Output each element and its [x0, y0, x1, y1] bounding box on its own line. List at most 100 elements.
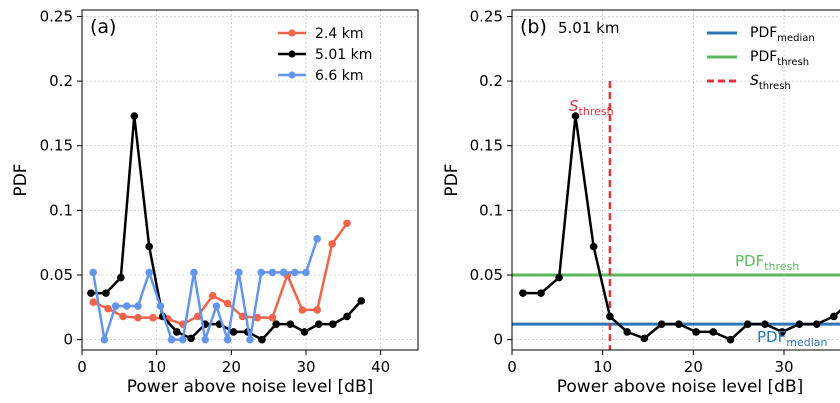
panel-b-xlabel: Power above noise level [dB]: [557, 377, 804, 397]
data-point-6-6-km: [223, 335, 232, 344]
data-point-2-4-km: [298, 306, 307, 314]
annotation-pdf-median: PDFmedian: [757, 328, 827, 349]
data-point-5-01-km: [272, 320, 280, 328]
panel-b-reference-lines: [512, 81, 840, 350]
data-point-5-01-km: [187, 334, 195, 343]
data-point-5-01-km: [130, 112, 139, 120]
data-point-5-01-km: [778, 328, 786, 336]
data-point-6-6-km: [100, 335, 109, 344]
panel-a-xtick-label: 0: [77, 358, 87, 376]
data-point-5-01-km: [87, 289, 95, 297]
panel-b-ytick-label: 0.25: [470, 7, 503, 25]
data-point-6-6-km: [302, 268, 310, 277]
panel-b-xtick-label: 20: [684, 358, 703, 376]
data-point-6-6-km: [156, 302, 165, 310]
panel-a-xtick-label: 10: [147, 358, 166, 376]
data-point-5-01-km: [692, 328, 700, 336]
legend-marker-5-01km: [288, 50, 296, 58]
data-point-6-6-km: [179, 335, 187, 344]
data-point-5-01-km: [537, 289, 545, 297]
data-point-2-4-km: [89, 298, 97, 306]
data-point-5-01-km: [117, 273, 125, 282]
data-point-5-01-km: [555, 273, 563, 282]
panel-a-ytick-label: 0.1: [49, 201, 73, 219]
data-point-5-01-km: [357, 297, 366, 305]
data-point-6-6-km: [235, 268, 243, 277]
data-point-6-6-km: [212, 302, 221, 310]
panel-b-ytick-label: 0.05: [470, 266, 503, 284]
data-point-5-01-km: [329, 320, 337, 328]
data-point-6-6-km: [201, 335, 209, 344]
data-point-5-01-km: [606, 312, 614, 321]
panel-b-frame: [511, 9, 840, 351]
data-point-5-01-km: [657, 320, 666, 328]
data-point-5-01-km: [102, 289, 110, 297]
panel-a-label: (a): [90, 16, 116, 38]
legend-label-s-thresh: Sthresh: [750, 73, 791, 92]
panel-b-legend: PDFmedian PDFthresh Sthresh: [707, 25, 815, 92]
panel-b-ylabel: PDF: [442, 163, 462, 196]
data-point-2-4-km: [193, 312, 202, 321]
data-point-6-6-km: [89, 268, 97, 277]
panel-a-xlabel: Power above noise level [dB]: [127, 377, 374, 397]
data-point-2-4-km: [343, 219, 351, 228]
panel-a: 0 10 20 30 40 0 0.05 0.1 0.15 0.2 0.25 (a) Power a…: [11, 7, 419, 397]
data-point-5-01-km: [726, 335, 735, 344]
data-point-5-01-km: [743, 320, 752, 328]
data-point-2-4-km: [238, 312, 247, 321]
data-point-2-4-km: [119, 312, 127, 321]
data-point-2-4-km: [223, 299, 232, 308]
data-point-5-01-km: [173, 328, 181, 336]
legend-label-2-4km: 2.4 km: [315, 26, 363, 42]
data-point-5-01-km: [709, 328, 718, 336]
panel-a-ticks: 0 10 20 30 40 0 0.05 0.1 0.15 0.2 0.25: [40, 7, 391, 376]
data-point-5-01-km: [812, 320, 821, 328]
legend-label-5-01km: 5.01 km: [315, 47, 372, 63]
data-point-5-01-km: [571, 112, 580, 120]
data-point-5-01-km: [286, 320, 295, 328]
legend-label-pdf-median: PDFmedian: [750, 25, 815, 44]
data-point-5-01-km: [761, 320, 769, 328]
data-point-2-4-km: [253, 313, 262, 322]
data-point-5-01-km: [519, 289, 527, 297]
data-point-5-01-km: [830, 312, 838, 321]
legend-label-pdf-thresh: PDFthresh: [750, 49, 809, 68]
data-point-6-6-km: [134, 302, 142, 310]
legend-marker-2-4km: [288, 29, 296, 37]
data-point-5-01-km: [589, 242, 598, 251]
panel-b-xtick-label: 10: [593, 358, 612, 376]
data-point-5-01-km: [229, 328, 238, 336]
panel-b-xtick-label: 30: [774, 358, 793, 376]
data-point-5-01-km: [145, 242, 153, 251]
panel-a-frame: [81, 9, 419, 351]
data-point-6-6-km: [291, 268, 299, 277]
data-point-2-4-km: [313, 306, 322, 314]
panel-b: 0 10 20 30 0 0.05 0.1 0.15 0.2 0.25 (b) 5.01 km P…: [442, 7, 840, 397]
data-point-6-6-km: [279, 268, 288, 277]
data-point-6-6-km: [268, 268, 277, 277]
series-line-5-01-km: [522, 114, 840, 341]
data-point-5-01-km: [640, 334, 649, 343]
data-point-2-4-km: [149, 313, 157, 322]
data-point-6-6-km: [246, 335, 254, 344]
panel-a-xtick-label: 30: [296, 358, 315, 376]
data-point-6-6-km: [313, 235, 322, 243]
panel-b-ytick-label: 0.2: [479, 72, 503, 90]
panel-a-xtick-label: 20: [222, 358, 241, 376]
panel-a-ytick-label: 0.2: [49, 72, 73, 90]
panel-a-series: [87, 112, 366, 344]
panel-a-grid: [81, 10, 418, 350]
data-point-2-4-km: [134, 313, 142, 322]
data-point-6-6-km: [123, 302, 131, 310]
data-point-6-6-km: [190, 268, 198, 277]
panel-b-label: (b): [520, 16, 547, 38]
panel-b-subtitle: 5.01 km: [558, 19, 619, 37]
data-point-5-01-km: [314, 320, 323, 328]
annotation-s-thresh: Sthresh: [569, 97, 614, 118]
data-point-6-6-km: [167, 335, 176, 344]
panel-b-ticks: 0 10 20 30 0 0.05 0.1 0.15 0.2 0.25: [470, 7, 794, 376]
data-point-5-01-km: [300, 328, 309, 336]
panel-b-ytick-label: 0.15: [470, 137, 503, 155]
data-point-2-4-km: [104, 304, 112, 313]
